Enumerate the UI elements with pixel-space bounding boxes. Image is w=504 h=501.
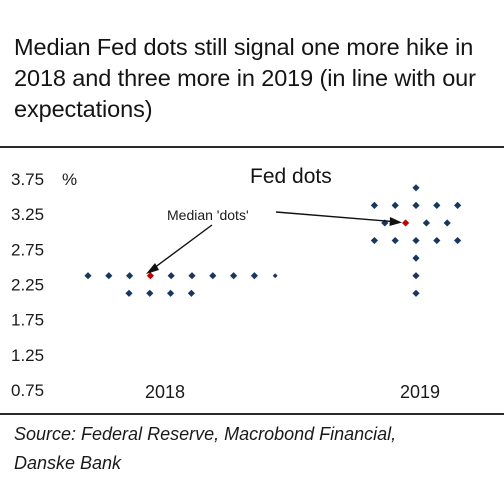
dot-plot-points xyxy=(84,184,462,297)
bottom-divider xyxy=(0,413,504,415)
fed-dot xyxy=(126,272,134,280)
y-axis-unit-label: % xyxy=(62,170,77,189)
source-note: Source: Federal Reserve, Macrobond Finan… xyxy=(14,420,494,478)
x-axis-category-labels: 2018 2019 xyxy=(145,382,440,402)
fed-dot xyxy=(370,201,378,209)
source-line: Danske Bank xyxy=(14,453,122,473)
fed-dot xyxy=(391,236,399,245)
fed-dot xyxy=(187,289,195,297)
fed-dot xyxy=(272,273,278,279)
fed-dot xyxy=(412,289,420,297)
median-annotation: Median 'dots' xyxy=(146,207,402,274)
fed-dot xyxy=(250,272,258,280)
annotation-arrow-2019 xyxy=(275,211,399,223)
fed-dot xyxy=(433,201,441,209)
fed-dot xyxy=(412,201,420,209)
fed-dot xyxy=(209,272,217,280)
fed-dot xyxy=(454,201,462,209)
fed-dot xyxy=(125,289,133,297)
fed-dot xyxy=(412,236,420,245)
annotation-arrow-2018 xyxy=(149,224,213,272)
x-category-label: 2019 xyxy=(400,382,440,402)
fed-dot xyxy=(443,219,451,227)
chart-title: Fed dots xyxy=(250,165,332,188)
y-axis-tick-labels: 3.75 3.25 2.75 2.25 1.75 1.25 0.75 xyxy=(11,170,44,400)
fed-dot xyxy=(167,272,175,280)
y-tick-label: 1.25 xyxy=(11,346,44,365)
fed-dot xyxy=(433,236,441,245)
y-tick-label: 2.25 xyxy=(11,276,44,295)
top-divider xyxy=(0,146,504,148)
fed-dot xyxy=(391,201,399,209)
fed-dots-chart: 3.753.252.752.251.751.250.75 % Fed dots … xyxy=(11,165,462,402)
x-category-label: 2018 xyxy=(145,382,185,402)
fed-dot xyxy=(412,272,420,280)
fed-dot xyxy=(230,272,238,280)
chart-headline: Median Fed dots still signal one more hi… xyxy=(14,34,476,122)
fed-dot xyxy=(412,254,420,262)
annotation-arrowhead-2019 xyxy=(389,217,402,226)
fed-dot xyxy=(370,236,378,245)
fed-dot xyxy=(454,236,462,245)
fed-dot xyxy=(105,272,113,280)
y-tick-label: 1.75 xyxy=(11,311,44,330)
annotation-arrowhead-2018 xyxy=(146,263,159,274)
y-tick-label: 3.25 xyxy=(11,205,44,224)
y-tick-label: 3.75 xyxy=(11,170,44,189)
fed-dot xyxy=(167,289,175,297)
fed-dot xyxy=(84,272,92,280)
median-dot xyxy=(402,219,410,227)
y-tick-label: 2.75 xyxy=(11,240,44,259)
fed-dot xyxy=(412,184,420,192)
y-tick-label: 0.75 xyxy=(11,381,44,400)
fed-dot xyxy=(146,289,154,297)
source-line: Source: Federal Reserve, Macrobond Finan… xyxy=(14,424,397,444)
median-dots-annotation: Median 'dots' xyxy=(167,207,249,223)
fed-dot xyxy=(188,272,196,280)
fed-dot xyxy=(422,219,430,227)
